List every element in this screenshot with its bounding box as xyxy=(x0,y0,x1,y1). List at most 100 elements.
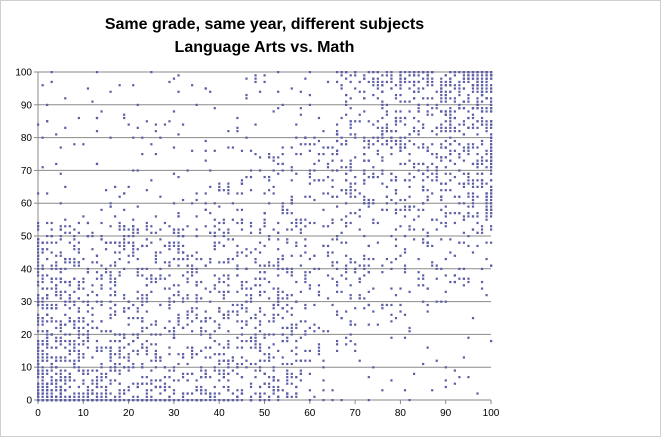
data-point xyxy=(123,192,126,195)
data-point xyxy=(295,339,298,343)
data-point xyxy=(91,392,94,395)
data-point xyxy=(59,146,62,149)
data-point xyxy=(59,290,62,293)
data-point xyxy=(299,143,302,146)
data-point xyxy=(426,303,429,307)
data-point xyxy=(132,84,135,87)
data-point xyxy=(322,192,325,195)
data-point xyxy=(272,317,275,320)
data-point xyxy=(295,221,298,225)
data-point xyxy=(41,376,44,379)
data-point xyxy=(376,97,379,100)
data-point xyxy=(480,182,484,185)
data-point xyxy=(480,159,484,162)
data-point xyxy=(64,126,67,129)
data-point xyxy=(77,307,80,310)
data-point xyxy=(471,116,475,120)
data-point xyxy=(59,238,62,241)
data-point xyxy=(109,392,112,395)
data-point xyxy=(376,87,379,90)
data-point xyxy=(159,274,162,277)
data-point xyxy=(317,343,321,346)
data-point xyxy=(191,310,194,313)
data-point xyxy=(191,399,194,402)
data-point xyxy=(37,241,40,244)
data-point xyxy=(136,317,139,320)
data-point xyxy=(123,336,126,339)
data-point xyxy=(100,235,103,238)
data-point xyxy=(444,366,447,369)
data-point xyxy=(172,369,176,372)
data-point xyxy=(114,251,117,254)
data-point xyxy=(154,353,157,356)
data-point xyxy=(136,385,139,389)
data-point xyxy=(399,310,402,313)
data-point xyxy=(444,257,447,261)
data-point xyxy=(55,326,58,330)
data-point xyxy=(95,130,99,133)
data-point xyxy=(141,320,144,323)
data-point xyxy=(64,333,67,336)
data-point xyxy=(168,330,171,333)
data-point xyxy=(222,353,225,356)
data-point xyxy=(118,274,121,277)
data-point xyxy=(172,172,176,175)
data-point xyxy=(177,290,180,293)
data-point xyxy=(422,238,425,241)
data-point xyxy=(363,110,366,113)
data-point xyxy=(46,303,49,307)
data-point xyxy=(490,195,493,198)
data-point xyxy=(150,399,153,402)
data-point xyxy=(132,362,135,366)
data-point xyxy=(490,169,493,172)
data-point xyxy=(326,225,330,228)
data-point xyxy=(41,343,44,346)
data-point xyxy=(485,153,488,156)
data-point xyxy=(390,136,393,139)
data-point xyxy=(200,366,203,369)
data-point xyxy=(367,271,370,274)
data-point xyxy=(141,303,144,307)
data-point xyxy=(480,267,484,270)
data-point xyxy=(77,349,80,352)
data-point xyxy=(471,74,475,77)
data-point xyxy=(231,257,234,261)
data-point xyxy=(154,399,157,402)
data-point xyxy=(154,366,157,369)
data-point xyxy=(132,251,135,254)
data-point xyxy=(41,267,44,270)
data-point xyxy=(426,235,429,238)
data-point xyxy=(367,198,370,202)
data-point xyxy=(109,349,112,352)
data-point xyxy=(154,320,157,323)
data-point xyxy=(331,218,334,221)
data-point xyxy=(91,313,94,316)
data-point xyxy=(154,356,157,359)
data-point xyxy=(59,294,62,297)
data-point xyxy=(399,120,402,123)
data-point xyxy=(100,392,103,395)
data-point xyxy=(385,257,389,261)
data-point xyxy=(86,323,90,326)
data-point xyxy=(82,287,85,290)
data-point xyxy=(136,310,139,313)
data-point xyxy=(141,294,144,297)
data-point xyxy=(64,339,67,343)
data-point xyxy=(281,307,284,310)
data-point xyxy=(394,189,398,192)
data-point xyxy=(435,156,438,159)
data-point xyxy=(467,100,470,103)
data-point xyxy=(118,221,121,225)
data-point xyxy=(240,346,244,349)
data-point xyxy=(136,290,139,293)
data-point xyxy=(363,297,366,300)
data-point xyxy=(163,221,167,225)
data-point xyxy=(453,116,456,120)
data-point xyxy=(181,353,185,356)
data-point xyxy=(100,238,103,241)
data-point xyxy=(322,225,325,228)
data-point xyxy=(145,221,148,225)
data-point xyxy=(91,100,94,103)
data-point xyxy=(64,218,67,221)
